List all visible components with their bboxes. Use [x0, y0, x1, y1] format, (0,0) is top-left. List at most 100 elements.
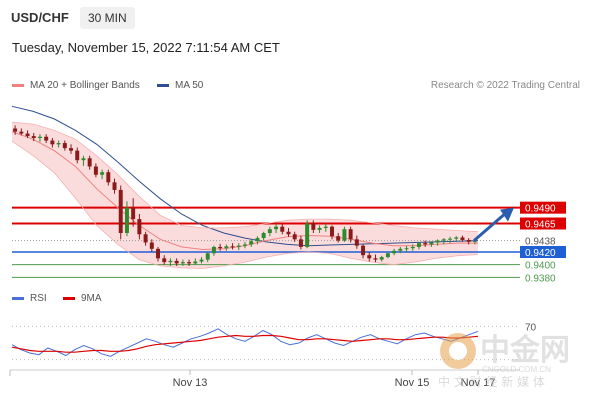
- candle-body: [44, 136, 49, 141]
- candle-body: [131, 207, 136, 220]
- level-label-0.9400: 0.9400: [525, 261, 556, 272]
- candle-body: [361, 245, 366, 256]
- candle-body: [112, 182, 117, 190]
- x-tick-label: Nov 15: [395, 377, 430, 389]
- candle-body: [230, 246, 235, 248]
- candle-body: [448, 238, 453, 240]
- candle-body: [323, 226, 328, 228]
- candle-body: [435, 240, 440, 243]
- candle-body: [137, 219, 142, 235]
- level-label-text: 0.9465: [525, 220, 556, 231]
- rsi-series-9ma: [11, 334, 479, 353]
- candle-body: [100, 172, 105, 175]
- level-label-0.9465: 0.9465: [520, 217, 566, 231]
- legend-swatch: [12, 297, 24, 300]
- legend-label: 9MA: [81, 293, 102, 304]
- candle-body: [280, 226, 285, 232]
- candle-body: [19, 131, 24, 134]
- x-tick-label: Nov 13: [173, 377, 208, 389]
- watermark-brand: 中金网: [480, 333, 570, 368]
- candle-body: [199, 259, 204, 262]
- candle-body: [460, 237, 465, 240]
- candle-body: [342, 229, 347, 241]
- legend-label: MA 50: [175, 80, 204, 91]
- copyright: Research © 2022 Trading Central: [430, 80, 580, 91]
- legend-label: MA 20 + Bollinger Bands: [30, 80, 140, 91]
- level-label-text: 0.9490: [525, 204, 556, 215]
- candle-body: [305, 223, 310, 247]
- level-label-text: 0.9438: [525, 237, 556, 248]
- candle-body: [93, 166, 98, 175]
- candle-body: [392, 250, 397, 254]
- candle-body: [243, 244, 247, 246]
- candle-body: [124, 207, 129, 233]
- candle-body: [168, 260, 173, 263]
- candle-body: [249, 241, 254, 245]
- level-label-bg: [520, 246, 566, 258]
- forecast-arrow-shaft: [473, 213, 505, 242]
- candle-body: [187, 262, 192, 264]
- candle-body: [261, 233, 266, 239]
- candle-body: [429, 242, 434, 245]
- candle-body: [379, 257, 384, 260]
- candle-body: [454, 237, 459, 239]
- level-label-0.9420: 0.9420: [520, 246, 566, 259]
- candle-body: [69, 148, 74, 151]
- level-label-0.9380: 0.9380: [525, 273, 556, 284]
- legend-swatch: [157, 84, 169, 87]
- candle-body: [162, 258, 167, 263]
- candle-body: [336, 236, 341, 241]
- legend-swatch: [12, 84, 24, 87]
- x-tick-label: Nov 17: [461, 377, 496, 389]
- candle-body: [174, 260, 179, 264]
- symbol-title: USD/CHF: [11, 10, 69, 25]
- legend-rsi: RSI: [12, 293, 47, 304]
- chart-header: USD/CHF 30 MIN: [0, 0, 590, 36]
- level-label-0.9490: 0.9490: [520, 201, 566, 215]
- series-line-bollinger-upper: [11, 121, 479, 233]
- candle-body: [404, 248, 409, 250]
- candle-body: [267, 229, 272, 233]
- candle-body: [62, 143, 67, 149]
- candle-body: [466, 239, 471, 242]
- candle-body: [143, 234, 148, 243]
- level-label-text: 0.9380: [525, 273, 556, 284]
- candle-body: [193, 261, 198, 264]
- timeframe-badge[interactable]: 30 MIN: [80, 7, 135, 29]
- x-axis-ticks: Nov 13 Nov 15 Nov 17: [173, 370, 496, 389]
- candle-body: [13, 128, 18, 132]
- candle-body: [224, 246, 229, 249]
- level-label-bg: [520, 217, 566, 230]
- candle-body: [317, 227, 322, 230]
- candle-body: [298, 239, 303, 247]
- candle-body: [31, 136, 36, 138]
- level-label-bg: [520, 201, 566, 214]
- watermark-site: CNGOLD.COM.CN: [482, 365, 551, 374]
- candle-body: [441, 239, 446, 241]
- legend-ma20-bollinger: MA 20 + Bollinger Bands: [12, 80, 140, 91]
- rsi-ytick-label: 70: [525, 322, 537, 333]
- rsi-panel: 70: [11, 322, 537, 361]
- watermark: 中金网 CNGOLD.COM.CN 中 文 财 经 新 媒 体: [438, 333, 570, 389]
- candle-body: [367, 255, 372, 259]
- candle-body: [423, 243, 428, 245]
- candle-body: [348, 229, 353, 240]
- candle-body: [81, 158, 86, 161]
- candle-body: [373, 258, 378, 260]
- level-label-text: 0.9400: [525, 261, 556, 272]
- candle-body: [75, 150, 80, 161]
- candle-body: [255, 238, 260, 242]
- candle-body: [37, 136, 42, 138]
- candle-body: [410, 246, 415, 249]
- candle-body: [416, 243, 421, 247]
- candle-body: [274, 226, 279, 230]
- report-datetime: Tuesday, November 15, 2022 7:11:54 AM CE…: [12, 40, 280, 55]
- legend-swatch: [63, 297, 75, 300]
- candle-body: [87, 158, 92, 167]
- watermark-logo-inner: [449, 342, 467, 360]
- candle-body: [205, 253, 210, 260]
- forecast-arrow-head-icon: [500, 207, 514, 222]
- candle-body: [385, 253, 390, 258]
- candle-body: [398, 248, 403, 251]
